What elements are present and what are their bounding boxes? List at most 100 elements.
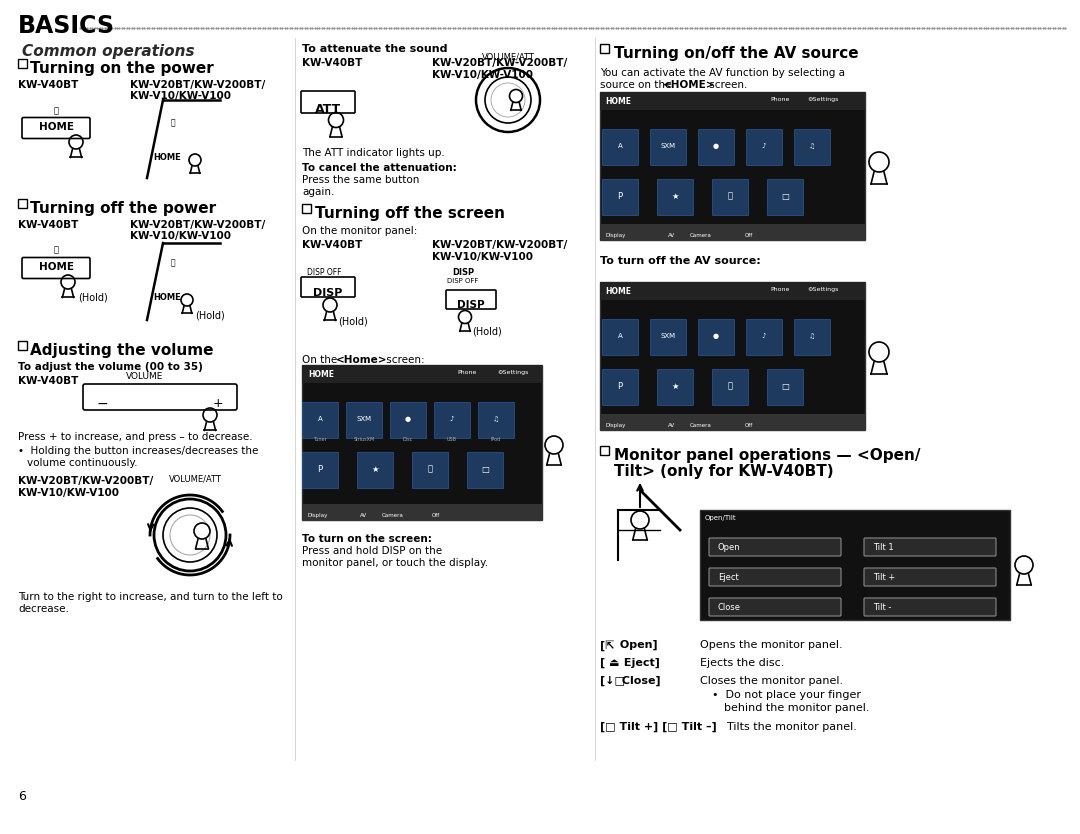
Bar <box>18 59 27 68</box>
Text: (Hold): (Hold) <box>78 292 108 302</box>
Text: (Hold): (Hold) <box>472 326 502 336</box>
Text: ⏻: ⏻ <box>171 118 175 127</box>
Text: Tilt +: Tilt + <box>873 572 895 581</box>
Text: VOLUME: VOLUME <box>126 372 164 381</box>
Bar <box>746 129 782 165</box>
Text: A: A <box>618 143 622 149</box>
Text: Closes the monitor panel.: Closes the monitor panel. <box>700 676 843 686</box>
Text: screen:: screen: <box>383 355 424 365</box>
Text: ATT: ATT <box>315 103 341 116</box>
Bar <box>700 510 1010 620</box>
Text: (Hold): (Hold) <box>195 310 225 320</box>
Text: Ejects the disc.: Ejects the disc. <box>700 658 784 668</box>
Text: Display: Display <box>308 513 328 518</box>
Bar <box>602 129 638 165</box>
Text: ♫: ♫ <box>809 143 815 149</box>
Text: ⏻: ⏻ <box>54 106 58 115</box>
Text: [ ⏏: [ ⏏ <box>600 658 620 668</box>
Text: Adjusting the volume: Adjusting the volume <box>30 343 214 358</box>
Text: ⚙Settings: ⚙Settings <box>807 97 838 102</box>
Bar <box>650 129 686 165</box>
Text: [□ Tilt +] [□ Tilt –]: [□ Tilt +] [□ Tilt –] <box>600 722 717 732</box>
Text: Display: Display <box>606 423 626 428</box>
Text: 6: 6 <box>18 790 26 803</box>
Text: screen.: screen. <box>706 80 747 90</box>
Text: Camera: Camera <box>690 233 712 238</box>
Text: □: □ <box>781 192 788 200</box>
FancyBboxPatch shape <box>864 568 996 586</box>
Bar <box>698 319 734 355</box>
Bar <box>302 504 542 520</box>
Text: To turn off the AV source:: To turn off the AV source: <box>600 256 760 266</box>
Bar <box>600 224 865 240</box>
Text: Tilt> (only for KW-V40BT): Tilt> (only for KW-V40BT) <box>615 464 834 479</box>
Text: KW-V20BT/KW-V200BT/: KW-V20BT/KW-V200BT/ <box>130 80 266 90</box>
Text: HOME: HOME <box>153 153 180 162</box>
Bar <box>712 369 748 405</box>
Bar <box>767 179 804 215</box>
Bar <box>467 452 503 488</box>
Text: VOLUME/ATT: VOLUME/ATT <box>168 474 221 483</box>
Text: ⌗: ⌗ <box>728 381 732 390</box>
Bar <box>602 179 638 215</box>
Text: You can activate the AV function by selecting a: You can activate the AV function by sele… <box>600 68 845 78</box>
Text: Off: Off <box>745 233 753 238</box>
Text: Monitor panel operations — <Open/: Monitor panel operations — <Open/ <box>615 448 920 463</box>
Text: Turning off the power: Turning off the power <box>30 201 216 216</box>
Text: KW-V10/KW-V100: KW-V10/KW-V100 <box>18 488 119 498</box>
Text: USB: USB <box>447 437 457 442</box>
Text: Press the same button: Press the same button <box>302 175 419 185</box>
Bar <box>600 282 865 300</box>
Text: ⏻: ⏻ <box>171 258 175 267</box>
Text: HOME: HOME <box>39 122 73 132</box>
Text: ●: ● <box>713 143 719 149</box>
Text: KW-V40BT: KW-V40BT <box>18 80 79 90</box>
Text: KW-V20BT/KW-V200BT/: KW-V20BT/KW-V200BT/ <box>432 58 567 68</box>
Bar <box>794 129 831 165</box>
Bar <box>411 452 448 488</box>
Bar <box>602 319 638 355</box>
Text: Press + to increase, and press – to decrease.: Press + to increase, and press – to decr… <box>18 432 253 442</box>
Text: Phone: Phone <box>457 370 476 375</box>
Text: ♪: ♪ <box>449 416 455 422</box>
Text: Disc: Disc <box>403 437 414 442</box>
Text: DISP: DISP <box>457 300 485 310</box>
Text: ♫: ♫ <box>492 416 499 422</box>
Bar <box>302 402 338 438</box>
Bar <box>18 199 27 208</box>
Text: To turn on the screen:: To turn on the screen: <box>302 534 432 544</box>
Text: KW-V40BT: KW-V40BT <box>302 58 363 68</box>
Bar <box>600 282 865 430</box>
Text: ⚙Settings: ⚙Settings <box>497 370 528 375</box>
Bar <box>357 452 393 488</box>
Text: <HOME>: <HOME> <box>663 80 715 90</box>
Text: ★: ★ <box>672 192 678 200</box>
Bar <box>18 341 27 350</box>
Text: Eject: Eject <box>718 572 739 581</box>
Bar <box>600 414 865 430</box>
Text: again.: again. <box>302 187 335 197</box>
Bar <box>600 446 609 455</box>
Text: ♪: ♪ <box>761 333 766 339</box>
Bar <box>302 204 311 213</box>
Bar <box>390 402 426 438</box>
Text: ★: ★ <box>372 465 379 474</box>
Bar <box>478 402 514 438</box>
Text: Close]: Close] <box>618 676 661 686</box>
Text: AV: AV <box>669 233 675 238</box>
Text: Press and hold DISP on the: Press and hold DISP on the <box>302 546 442 556</box>
Text: ♫: ♫ <box>809 333 815 339</box>
Text: −: − <box>96 397 108 411</box>
Text: On the monitor panel:: On the monitor panel: <box>302 226 417 236</box>
Text: Turning on the power: Turning on the power <box>30 61 214 76</box>
Text: AV: AV <box>360 513 367 518</box>
Text: source on the: source on the <box>600 80 675 90</box>
FancyBboxPatch shape <box>22 258 90 279</box>
Text: ⚙Settings: ⚙Settings <box>807 287 838 292</box>
Text: <Home>: <Home> <box>336 355 388 365</box>
Text: HOME: HOME <box>39 262 73 272</box>
Text: KW-V10/KW-V100: KW-V10/KW-V100 <box>432 252 534 262</box>
Bar <box>302 365 542 520</box>
Text: KW-V20BT/KW-V200BT/: KW-V20BT/KW-V200BT/ <box>18 476 153 486</box>
Text: ⏻: ⏻ <box>54 245 58 254</box>
